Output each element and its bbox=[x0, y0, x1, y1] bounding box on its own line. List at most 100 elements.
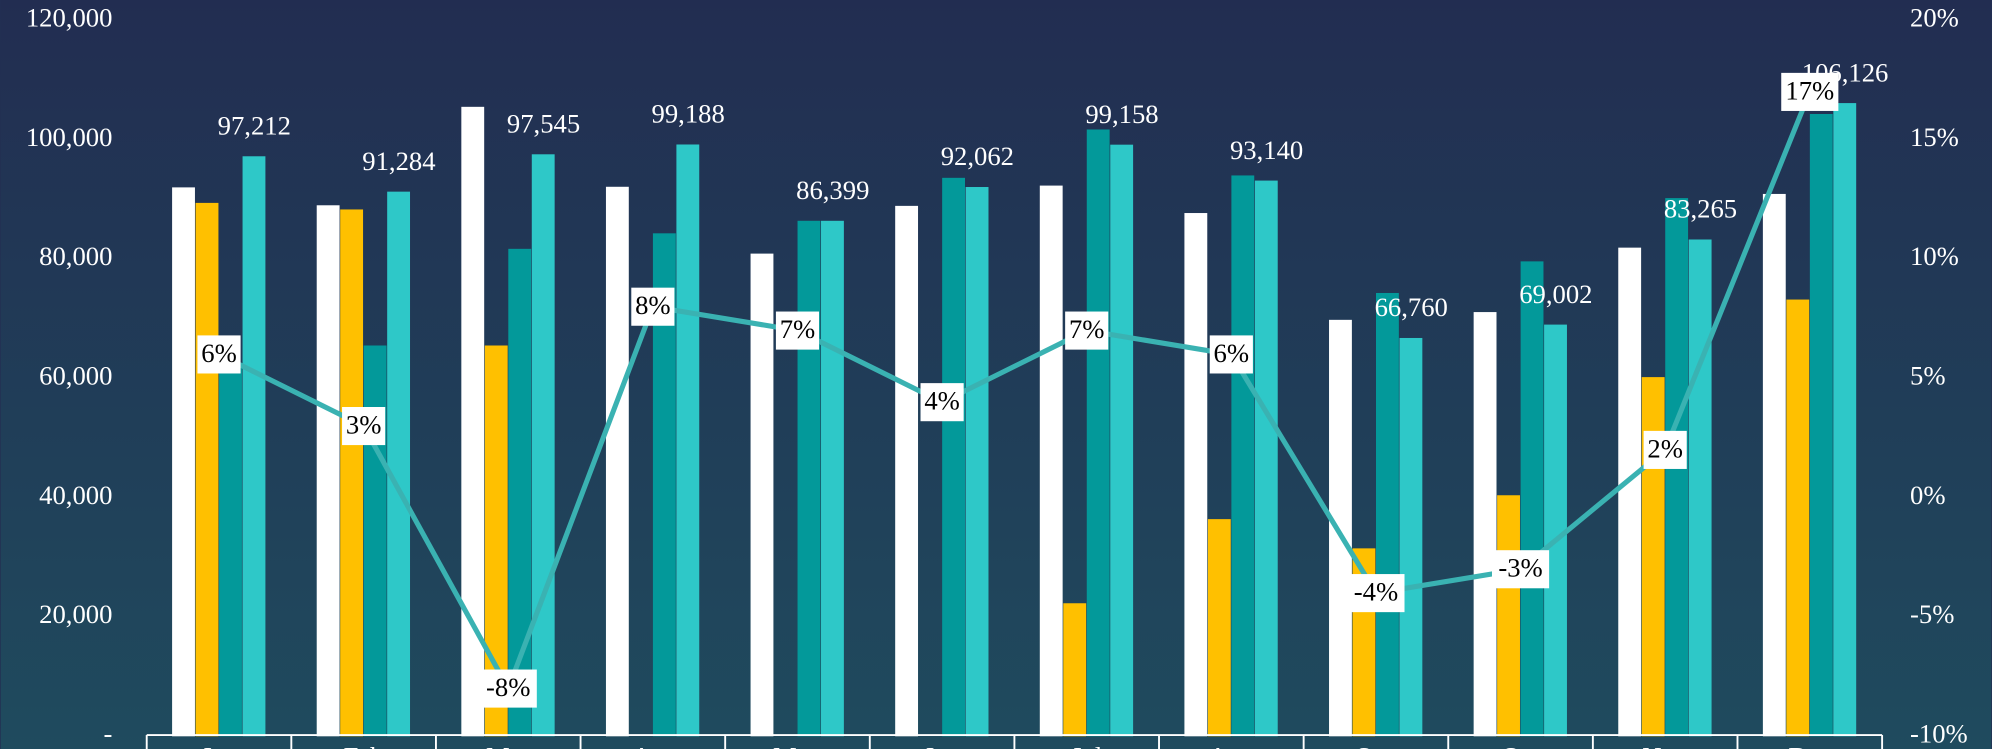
label-background bbox=[197, 335, 241, 374]
bar bbox=[1329, 319, 1352, 737]
label-background bbox=[1065, 311, 1109, 350]
bar bbox=[508, 248, 532, 737]
bar bbox=[531, 154, 555, 737]
bar bbox=[1207, 519, 1231, 737]
bar bbox=[242, 156, 266, 737]
bar bbox=[1618, 247, 1642, 737]
bar bbox=[1184, 213, 1208, 737]
y-tick-label: 20,000 bbox=[39, 599, 112, 629]
bar bbox=[387, 191, 411, 737]
data-label: 7% bbox=[1069, 314, 1105, 344]
data-label-box: 6% bbox=[1209, 335, 1253, 374]
data-label-box: 17% bbox=[1781, 72, 1839, 111]
y2-tick-label: 0% bbox=[1910, 480, 1946, 510]
data-label: 91,284 bbox=[362, 146, 435, 176]
bar bbox=[1254, 180, 1278, 737]
bar bbox=[895, 205, 919, 737]
bar bbox=[484, 345, 508, 737]
data-label-box: -3% bbox=[1492, 550, 1550, 589]
y2-tick-label: 10% bbox=[1910, 241, 1959, 271]
x-tick-label: Feb bbox=[344, 741, 384, 749]
x-tick-label: Jan bbox=[201, 741, 237, 749]
y2-tick-label: -10% bbox=[1910, 718, 1968, 748]
y-tick-label: - bbox=[104, 718, 113, 748]
x-tick-label: Sep bbox=[1356, 741, 1396, 749]
bar bbox=[461, 106, 485, 737]
x-tick-label: Mar bbox=[486, 741, 531, 749]
line bbox=[217, 90, 1813, 695]
label-background bbox=[920, 383, 964, 422]
label-background bbox=[1492, 550, 1550, 589]
data-label-box: 2% bbox=[1643, 430, 1687, 469]
bar bbox=[1688, 239, 1712, 737]
label-background bbox=[775, 311, 820, 350]
y2-tick-label: 5% bbox=[1910, 360, 1946, 390]
data-label: 6% bbox=[1214, 338, 1250, 368]
x-tick-label: Jul bbox=[1071, 741, 1102, 749]
data-label: 4% bbox=[924, 386, 960, 416]
data-label: 99,188 bbox=[652, 99, 725, 129]
label-background bbox=[1347, 574, 1405, 613]
y2-tick-label: 20% bbox=[1910, 2, 1959, 32]
bar bbox=[1833, 103, 1857, 737]
data-label: -4% bbox=[1354, 576, 1398, 606]
bar bbox=[942, 177, 966, 737]
bar bbox=[363, 345, 387, 737]
bar bbox=[750, 253, 774, 737]
label-background bbox=[479, 669, 537, 708]
data-label: 83,265 bbox=[1664, 194, 1737, 224]
data-label: 66,760 bbox=[1375, 292, 1448, 322]
data-label: 2% bbox=[1647, 433, 1683, 463]
y2-tick-label: 15% bbox=[1910, 122, 1959, 152]
data-label-box: 7% bbox=[1065, 311, 1109, 350]
bar bbox=[1786, 299, 1810, 737]
data-label: -8% bbox=[486, 672, 530, 702]
data-label: 69,002 bbox=[1519, 279, 1592, 309]
data-label-box: -8% bbox=[479, 669, 537, 708]
bar bbox=[652, 233, 676, 737]
y-tick-label: 60,000 bbox=[39, 360, 112, 390]
bar bbox=[316, 205, 340, 737]
bar bbox=[1110, 144, 1134, 737]
data-label-box: 6% bbox=[197, 335, 241, 374]
data-label: 17% bbox=[1785, 75, 1834, 105]
label-background bbox=[1209, 335, 1253, 374]
x-tick-label: Apr bbox=[632, 741, 674, 749]
data-label: -3% bbox=[1498, 553, 1542, 583]
bar bbox=[821, 220, 844, 737]
bar bbox=[172, 187, 195, 737]
y-tick-label: 100,000 bbox=[26, 122, 113, 152]
bar bbox=[1063, 603, 1087, 737]
data-label-box: 7% bbox=[775, 311, 820, 350]
bar bbox=[219, 366, 242, 737]
data-label-box: -4% bbox=[1347, 574, 1405, 613]
data-label: 93,140 bbox=[1230, 135, 1303, 165]
y2-tick-label: -5% bbox=[1910, 599, 1954, 629]
bar bbox=[1086, 129, 1110, 737]
bar bbox=[1762, 193, 1786, 737]
data-label: 3% bbox=[346, 409, 382, 439]
bar bbox=[676, 144, 700, 737]
bar bbox=[1544, 324, 1567, 737]
data-label-box: 4% bbox=[920, 383, 964, 422]
x-tick-label: Oct bbox=[1501, 741, 1540, 749]
data-label: 99,158 bbox=[1085, 99, 1158, 129]
label-background bbox=[631, 287, 675, 326]
bar bbox=[1399, 337, 1423, 737]
label-background bbox=[342, 406, 386, 446]
data-label: 86,399 bbox=[796, 175, 869, 205]
data-label: 8% bbox=[635, 290, 671, 320]
bar bbox=[195, 202, 219, 737]
bar bbox=[1473, 312, 1497, 737]
data-label: 97,212 bbox=[218, 110, 291, 140]
data-label-box: 3% bbox=[342, 406, 386, 446]
bar bbox=[340, 209, 364, 737]
y-tick-label: 120,000 bbox=[26, 2, 113, 32]
data-label: 7% bbox=[780, 314, 816, 344]
bar bbox=[965, 187, 989, 737]
y-tick-label: 80,000 bbox=[39, 241, 112, 271]
bar bbox=[1231, 175, 1255, 737]
x-tick-label: May bbox=[773, 741, 823, 749]
bar bbox=[1376, 292, 1399, 737]
x-tick-label: Dec bbox=[1788, 741, 1831, 749]
